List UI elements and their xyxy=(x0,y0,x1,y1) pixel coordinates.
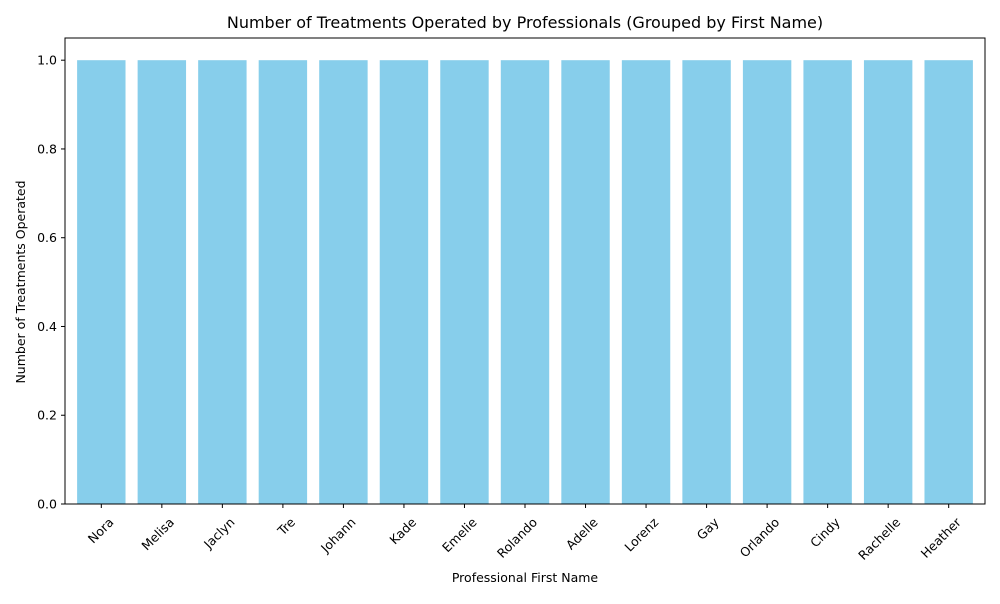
x-tick-label: Rolando xyxy=(494,515,540,561)
x-tick-label: Lorenz xyxy=(621,514,661,554)
y-axis-ticks: 0.0 0.2 0.4 0.6 0.8 1.0 xyxy=(37,53,65,512)
bar-rolando xyxy=(500,60,550,504)
x-tick-label: Orlando xyxy=(737,515,783,561)
bar-melisa xyxy=(137,60,187,504)
bar-lorenz xyxy=(621,60,671,504)
bars-group xyxy=(77,60,973,504)
bar-nora xyxy=(77,60,126,504)
y-tick-label: 1.0 xyxy=(37,53,57,68)
bar-orlando xyxy=(742,60,792,504)
x-axis-ticks: Nora Melisa Jaclyn Tre Johann Kade Emelie Rolan… xyxy=(85,504,965,563)
chart-title: Number of Treatments Operated by Profess… xyxy=(227,13,823,32)
bar-adelle xyxy=(561,60,610,504)
x-tick-label: Cindy xyxy=(807,514,843,550)
bar-tre xyxy=(258,60,308,504)
x-tick-label: Heather xyxy=(918,514,965,561)
plot-frame xyxy=(64,37,986,505)
bar-rachelle xyxy=(863,60,913,504)
bar-kade xyxy=(379,60,429,504)
x-tick-label: Tre xyxy=(274,514,299,539)
bar-johann xyxy=(319,60,368,504)
y-tick-label: 0.8 xyxy=(37,141,57,156)
y-tick-label: 0.4 xyxy=(37,319,57,334)
x-tick-label: Emelie xyxy=(439,514,480,555)
x-tick-label: Adelle xyxy=(563,514,601,552)
bar-emelie xyxy=(440,60,489,504)
x-axis-label: Professional First Name xyxy=(452,570,599,585)
x-tick-label: Nora xyxy=(85,515,117,547)
x-tick-label: Melisa xyxy=(138,515,177,554)
bar-heather xyxy=(924,60,973,504)
bar-jaclyn xyxy=(198,60,247,504)
bar-gay xyxy=(682,60,731,504)
x-tick-label: Jaclyn xyxy=(200,515,237,552)
x-tick-label: Johann xyxy=(317,515,359,557)
x-tick-label: Gay xyxy=(694,514,723,543)
x-tick-label: Rachelle xyxy=(855,514,903,562)
y-tick-label: 0.2 xyxy=(37,408,57,423)
y-tick-label: 0.6 xyxy=(37,230,57,245)
y-axis-label: Number of Treatments Operated xyxy=(13,180,28,383)
bar-cindy xyxy=(803,60,852,504)
y-tick-label: 0.0 xyxy=(37,497,57,512)
x-tick-label: Kade xyxy=(386,514,419,547)
